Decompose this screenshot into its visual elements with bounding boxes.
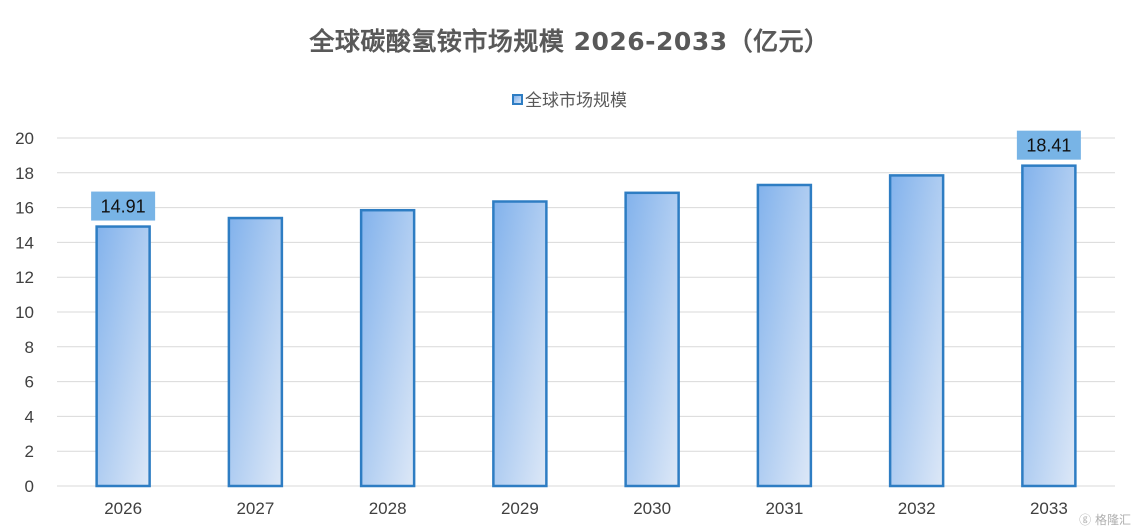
y-tick-label: 0 [25, 477, 34, 496]
bar-2030 [624, 191, 680, 488]
legend-label: 全球市场规模 [525, 91, 627, 111]
y-tick-label: 8 [25, 338, 34, 357]
y-tick-label: 16 [15, 199, 34, 218]
bar-2031 [756, 183, 813, 488]
data-label-2026: 14.91 [91, 191, 156, 221]
x-tick-label: 2031 [765, 499, 803, 518]
y-tick-label: 14 [15, 233, 34, 252]
bar-2027 [227, 216, 284, 488]
bar-2032 [888, 174, 945, 488]
data-label-box [91, 191, 156, 221]
x-tick-label: 2028 [369, 499, 407, 518]
y-tick-label: 4 [25, 407, 34, 426]
ghlogo-icon: ⓖ [1079, 513, 1092, 527]
bar-2026 [95, 225, 151, 488]
data-label-2033: 18.41 [1016, 130, 1081, 160]
y-tick-label: 2 [25, 442, 34, 461]
gridlines [57, 137, 1115, 487]
x-tick-label: 2030 [633, 499, 671, 518]
x-tick-label: 2029 [501, 499, 539, 518]
data-label-text: 14.91 [101, 197, 146, 217]
y-tick-label: 12 [15, 268, 34, 287]
chart-title: 全球碳酸氢铵市场规模 2026-2033（亿元） [309, 27, 830, 56]
y-tick-label: 18 [15, 164, 34, 183]
bar-2033 [1021, 164, 1077, 488]
x-tick-label: 2033 [1030, 499, 1068, 518]
data-label-text: 18.41 [1026, 136, 1071, 156]
y-tick-label: 20 [15, 129, 34, 148]
x-tick-label: 2032 [898, 499, 936, 518]
y-axis-tick-labels: 0 2 4 6 8 10 12 14 16 18 20 [15, 129, 34, 496]
x-axis-tick-labels: 2026 2027 2028 2029 2030 2031 2032 2033 [104, 499, 1068, 518]
x-tick-label: 2026 [104, 499, 142, 518]
bar-2029 [492, 200, 548, 488]
legend: 全球市场规模 [0, 86, 1139, 111]
bars [95, 164, 1077, 488]
bar-2028 [359, 208, 416, 488]
x-tick-label: 2027 [236, 499, 274, 518]
watermark-text: 格隆汇 [1094, 513, 1131, 527]
data-label-box [1016, 130, 1081, 160]
y-tick-label: 6 [25, 373, 34, 392]
data-labels: 14.91 18.41 [91, 130, 1081, 221]
legend-swatch-icon [512, 93, 523, 105]
watermark: ⓖ 格隆汇 [1079, 511, 1131, 528]
y-tick-label: 10 [15, 303, 34, 322]
